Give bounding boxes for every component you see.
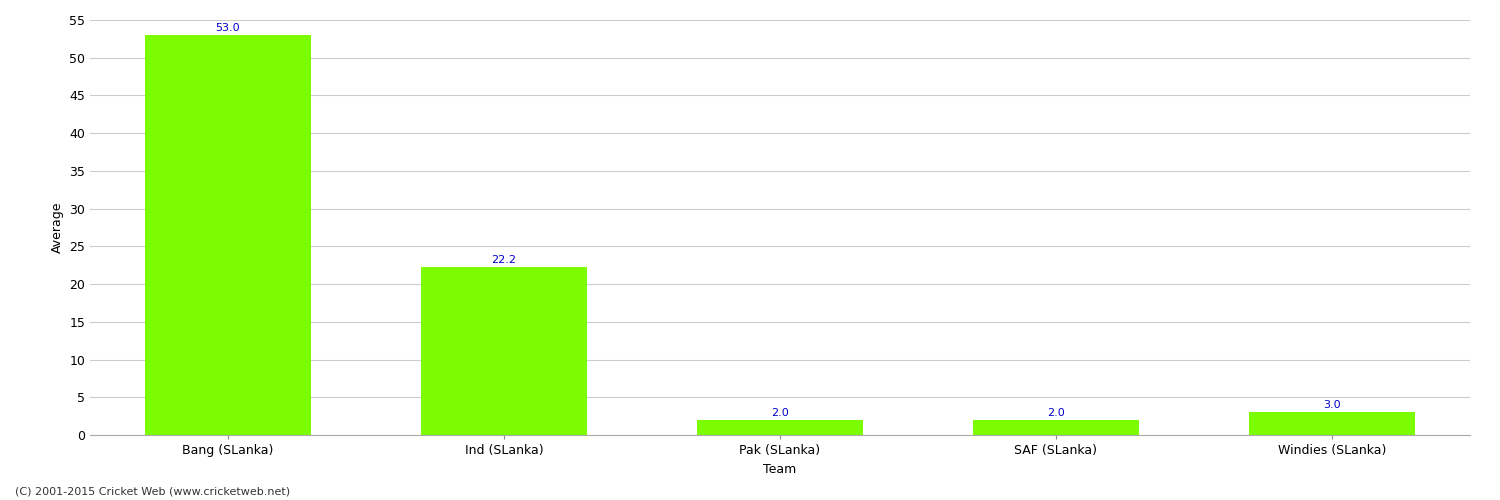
Text: (C) 2001-2015 Cricket Web (www.cricketweb.net): (C) 2001-2015 Cricket Web (www.cricketwe… (15, 487, 290, 497)
Bar (698, 420, 862, 435)
Text: 22.2: 22.2 (492, 255, 516, 265)
Text: 2.0: 2.0 (771, 408, 789, 418)
Bar (422, 268, 586, 435)
Bar (974, 420, 1138, 435)
Bar (146, 35, 310, 435)
X-axis label: Team: Team (764, 462, 796, 475)
Bar (1250, 412, 1414, 435)
Text: 53.0: 53.0 (216, 23, 240, 33)
Text: 2.0: 2.0 (1047, 408, 1065, 418)
Y-axis label: Average: Average (51, 202, 63, 253)
Text: 3.0: 3.0 (1323, 400, 1341, 410)
